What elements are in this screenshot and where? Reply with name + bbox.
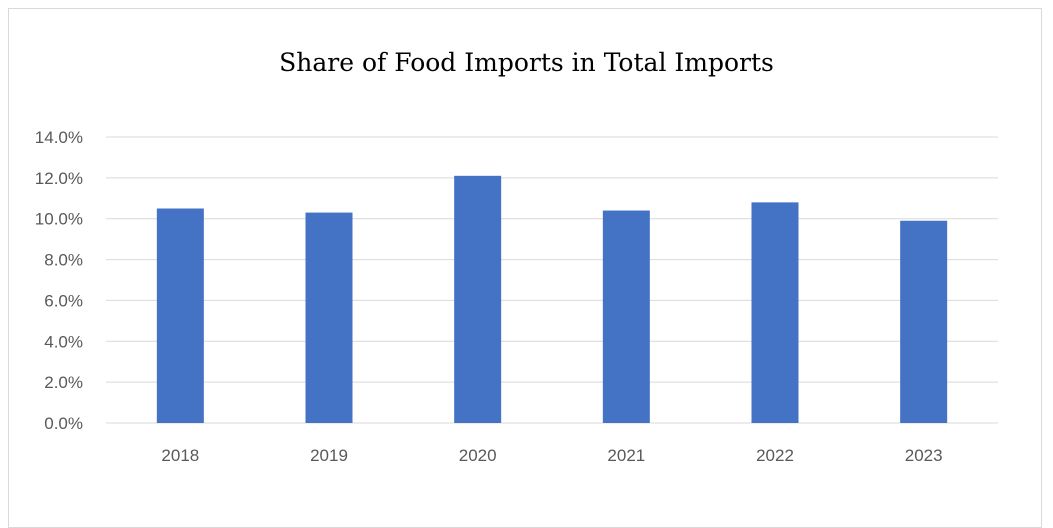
chart-title: Share of Food Imports in Total Imports — [279, 48, 774, 77]
bar-2019 — [305, 212, 353, 423]
y-tick-label: 8.0% — [44, 251, 83, 270]
x-tick-label: 2020 — [459, 446, 497, 465]
bars — [156, 175, 948, 423]
gridlines — [106, 136, 998, 424]
y-tick-label: 14.0% — [35, 128, 83, 147]
plot-area: 0.0% 2.0% 4.0% 6.0% 8.0% 10.0% 12.0% 14.0% 2018… — [35, 128, 998, 465]
y-tick-label: 4.0% — [44, 332, 83, 351]
x-tick-label: 2021 — [607, 446, 645, 465]
y-tick-label: 0.0% — [44, 414, 83, 433]
bar-2021 — [602, 210, 650, 423]
bar-2020 — [454, 175, 502, 423]
y-tick-label: 6.0% — [44, 291, 83, 310]
bar-2022 — [751, 202, 799, 423]
x-tick-label: 2018 — [161, 446, 199, 465]
y-axis-tick-labels: 0.0% 2.0% 4.0% 6.0% 8.0% 10.0% 12.0% 14.0% — [35, 128, 83, 433]
x-tick-label: 2023 — [905, 446, 943, 465]
bar-2018 — [156, 208, 204, 423]
y-tick-label: 12.0% — [35, 169, 83, 188]
x-tick-label: 2022 — [756, 446, 794, 465]
x-tick-label: 2019 — [310, 446, 348, 465]
bar-2023 — [900, 220, 948, 423]
y-tick-label: 2.0% — [44, 373, 83, 392]
x-axis-tick-labels: 2018 2019 2020 2021 2022 2023 — [161, 446, 942, 465]
y-tick-label: 10.0% — [35, 210, 83, 229]
